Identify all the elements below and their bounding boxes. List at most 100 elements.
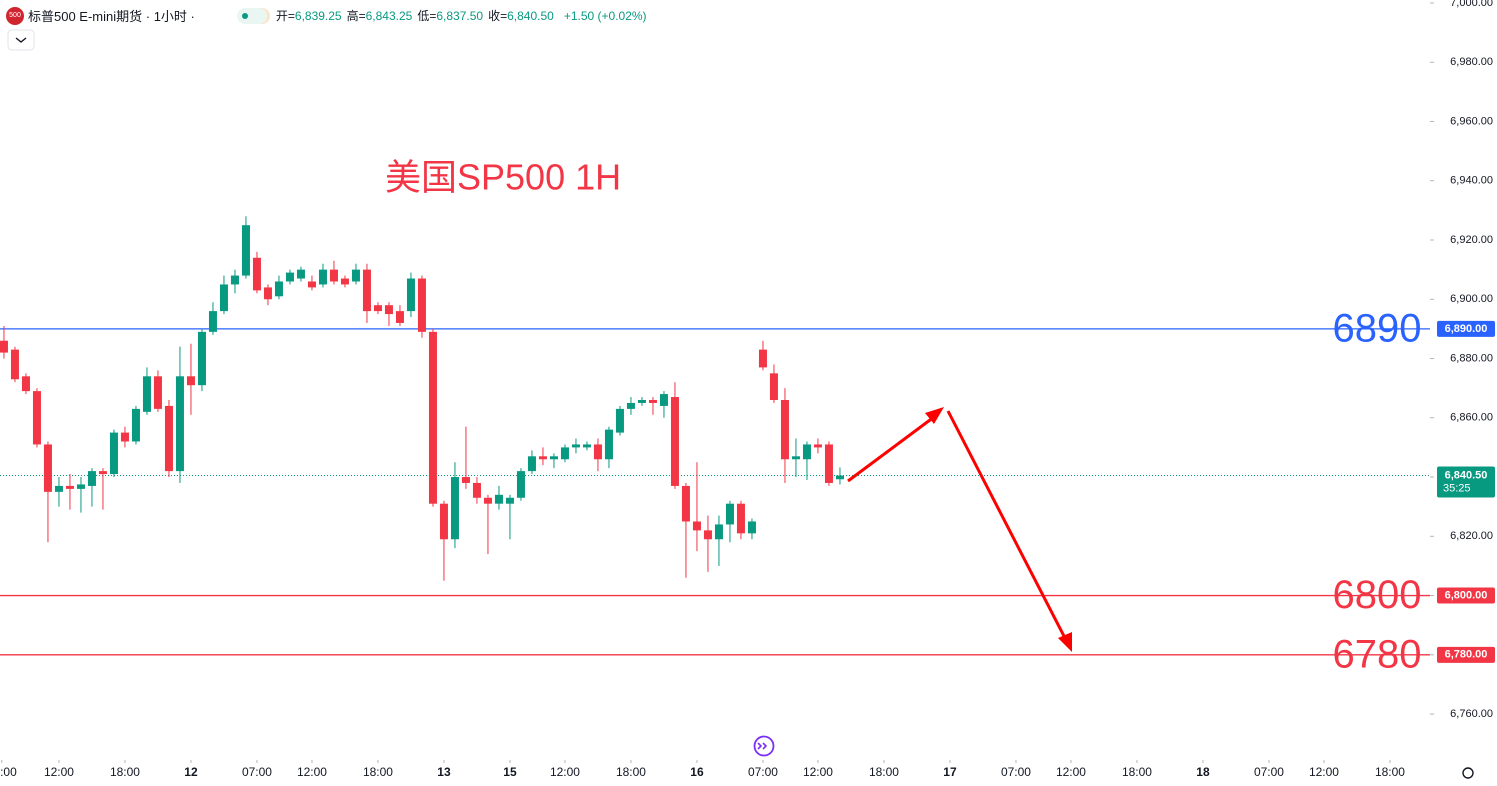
candle-body [527, 456, 536, 472]
candle-body [285, 272, 294, 282]
x-tick-label: 07:00 [1001, 765, 1031, 779]
x-tick-label: 13 [437, 765, 451, 779]
candle-body [747, 521, 756, 534]
level-label: 6890 [1333, 306, 1422, 350]
level-tag-bg [1437, 646, 1495, 663]
candle-body [582, 444, 591, 448]
candle-body [703, 530, 712, 540]
candle-body [494, 494, 503, 504]
level-tag-bg [1437, 587, 1495, 604]
candle-body [120, 432, 129, 442]
candle-body [54, 485, 63, 492]
candle-body [571, 444, 580, 448]
candle-body [604, 429, 613, 460]
candle-body [681, 485, 690, 522]
candle-body [395, 311, 404, 323]
candle-body [263, 287, 272, 300]
ohlc-value: 6,839.25 [294, 9, 342, 23]
x-tick-label: 18:00 [1375, 765, 1405, 779]
countdown: 35:25 [1443, 482, 1471, 494]
candle-body [637, 400, 646, 403]
candle-body [439, 503, 448, 540]
x-tick-label: 16 [690, 765, 704, 779]
header: 500 标普500 E-mini期货 · 1小时 · D 开=6,839.25高… [6, 6, 647, 25]
candle-body [461, 477, 470, 483]
candle-body [241, 225, 250, 276]
x-tick-label: 12:00 [1056, 765, 1086, 779]
candle-body [802, 444, 811, 460]
candle-body [835, 475, 844, 480]
candle-body [670, 397, 679, 486]
y-tick-label: 6,940.00 [1450, 175, 1493, 187]
y-tick-label: 6,960.00 [1450, 115, 1493, 127]
candle-body [10, 349, 19, 380]
level-label: 6780 [1333, 632, 1422, 676]
y-tick-label: 7,000.00 [1450, 0, 1493, 9]
ohlc-label: 低= [417, 9, 437, 23]
level-tag: 6,800.00 [1445, 589, 1488, 601]
candle-body [109, 432, 118, 475]
candle-body [340, 278, 349, 285]
annotation: 美国SP500 1H [385, 157, 621, 198]
candle-body [384, 305, 393, 315]
candle-body [417, 278, 426, 332]
candle-body [813, 444, 822, 448]
ohlc-value: 6,840.50 [507, 9, 554, 23]
candle-body [98, 471, 107, 475]
x-tick-label: 12:00 [297, 765, 327, 779]
candle-body [21, 376, 30, 392]
y-tick-label: 6,880.00 [1450, 352, 1493, 364]
candle-body [0, 340, 8, 353]
y-tick-label: 6,920.00 [1450, 234, 1493, 246]
x-tick-label: 18 [1196, 765, 1210, 779]
candle-body [76, 484, 85, 489]
candle-body [505, 497, 514, 504]
x-tick-label: 12:00 [44, 765, 74, 779]
x-tick-label: 12 [184, 765, 198, 779]
status [236, 7, 267, 24]
x-tick-label: 12:00 [803, 765, 833, 779]
settings-button[interactable] [1462, 767, 1474, 779]
candle-body [483, 497, 492, 504]
x-tick-label: 18:00 [869, 765, 899, 779]
candle-body [329, 269, 338, 282]
candle-body [274, 281, 283, 297]
candle-body [725, 503, 734, 525]
replay-button[interactable] [753, 735, 775, 757]
candle-body [219, 284, 228, 312]
x-tick-label: 18:00 [616, 765, 646, 779]
candle-body [769, 373, 778, 400]
candle-body [626, 402, 635, 409]
candle-body [780, 400, 789, 460]
candle-body [351, 269, 360, 282]
candle-body [230, 275, 239, 285]
arrow-head [1058, 632, 1072, 652]
ohlc-label: 开= [275, 9, 295, 23]
level-tag: 6,780.00 [1445, 649, 1488, 661]
candle-body [318, 269, 327, 285]
arrow [946, 410, 1068, 641]
arrow [847, 412, 939, 483]
candle-body [538, 456, 547, 460]
candle-body [593, 444, 602, 460]
candle-body [373, 305, 382, 312]
ohlc-value: 6,837.50 [436, 9, 484, 23]
collapse-button[interactable] [7, 29, 35, 51]
chevron [15, 37, 27, 43]
x-tick-label: 15 [503, 765, 517, 779]
ohlc-value: 6,843.25 [365, 9, 413, 23]
candle-body [560, 447, 569, 460]
candle-body [428, 331, 437, 504]
ohlc-label: 高= [346, 9, 366, 23]
x-tick-label: 12:00 [550, 765, 580, 779]
x-tick-label: 07:00 [0, 765, 17, 779]
candle-body [615, 408, 624, 433]
x-tick-label: 18:00 [110, 765, 140, 779]
candle-body [153, 376, 162, 409]
candle-body [692, 521, 701, 531]
candle-body [307, 281, 316, 288]
candle-body [549, 456, 558, 460]
candle-body [164, 405, 173, 472]
